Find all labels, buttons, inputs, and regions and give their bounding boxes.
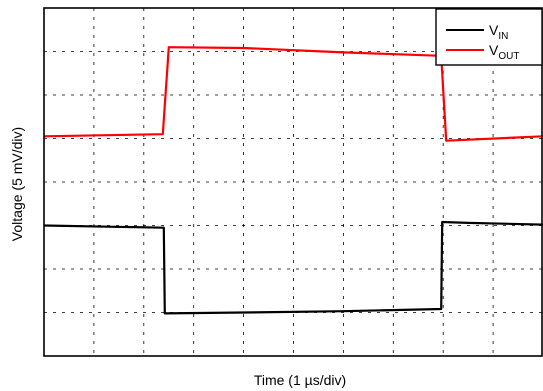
legend-label-vin-main: V [489, 22, 499, 38]
legend-label-vin-sub: IN [498, 31, 508, 42]
legend-label-vout: VOUT [489, 42, 519, 62]
plot-frame [43, 7, 543, 357]
grid [44, 8, 543, 356]
legend-label-vout-sub: OUT [498, 51, 519, 62]
y-axis-label: Voltage (5 mV/div) [9, 127, 25, 241]
x-axis-label: Time (1 µs/div) [254, 372, 346, 388]
series-line-vin [43, 220, 543, 315]
series-line-vout [43, 46, 543, 142]
legend-box [435, 8, 543, 66]
legend-label-vout-main: V [489, 42, 499, 58]
series-layer [43, 46, 543, 315]
legend: VIN VOUT [435, 8, 543, 66]
legend-label-vin: VIN [489, 22, 508, 42]
